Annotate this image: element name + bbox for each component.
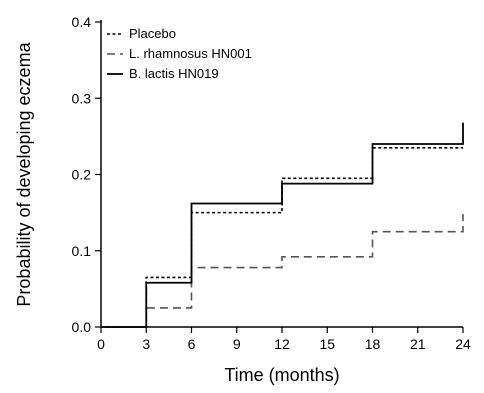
x-tick-label: 9 — [233, 336, 241, 352]
x-tick-label: 6 — [188, 336, 196, 352]
x-tick-label: 0 — [97, 336, 105, 352]
x-tick-label: 21 — [410, 336, 426, 352]
legend-label-1: Placebo — [129, 26, 176, 41]
y-axis-title: Probability of developing eczema — [14, 41, 34, 306]
x-tick-label: 12 — [274, 336, 290, 352]
x-axis-title: Time (months) — [224, 365, 339, 385]
y-ticks: 0.0 0.1 0.2 0.3 0.4 — [72, 14, 101, 335]
x-tick-label: 15 — [319, 336, 335, 352]
x-tick-label: 3 — [142, 336, 150, 352]
series-line-2 — [101, 214, 464, 328]
x-tick-label: 18 — [365, 336, 381, 352]
y-tick-label: 0.1 — [72, 243, 92, 259]
legend-label-2: L. rhamnosus HN001 — [129, 46, 252, 61]
y-tick-label: 0.3 — [72, 90, 92, 106]
y-tick-label: 0.0 — [72, 319, 92, 335]
legend: Placebo L. rhamnosus HN001 B. lactis HN019 — [107, 26, 252, 81]
y-tick-label: 0.2 — [72, 167, 92, 183]
series-line-1 — [101, 147, 463, 328]
series-group — [101, 122, 464, 328]
series-line-3 — [101, 122, 464, 328]
x-ticks: 0 3 6 9 12 15 18 21 24 — [97, 327, 471, 352]
y-tick-label: 0.4 — [72, 14, 92, 30]
legend-label-3: B. lactis HN019 — [129, 66, 219, 81]
x-tick-label: 24 — [455, 336, 471, 352]
